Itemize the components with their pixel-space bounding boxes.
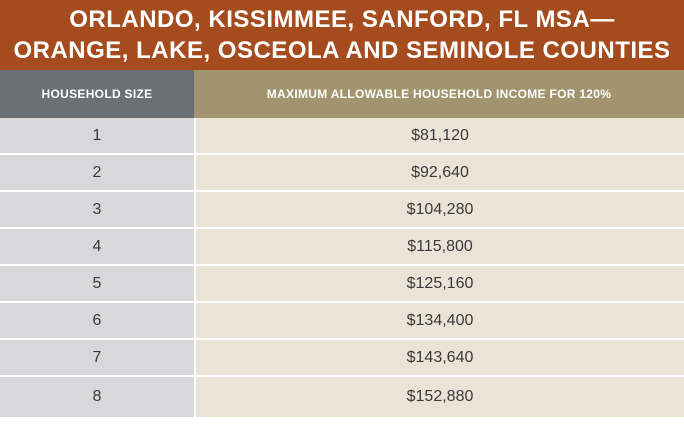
table-row: 7 $143,640: [0, 340, 684, 375]
income-cell: $81,120: [196, 118, 684, 153]
income-cell: $152,880: [196, 377, 684, 417]
income-cell: $115,800: [196, 229, 684, 264]
table-row: 8 $152,880: [0, 377, 684, 417]
title-line-2: ORANGE, LAKE, OSCEOLA AND SEMINOLE COUNT…: [13, 37, 671, 64]
household-size-cell: 1: [0, 118, 194, 153]
table-row: 2 $92,640: [0, 155, 684, 190]
table-row: 1 $81,120: [0, 118, 684, 153]
income-cell: $92,640: [196, 155, 684, 190]
title-line-1: ORLANDO, KISSIMMEE, SANFORD, FL MSA—: [69, 6, 615, 33]
household-size-cell: 3: [0, 192, 194, 227]
income-cell: $104,280: [196, 192, 684, 227]
household-size-cell: 5: [0, 266, 194, 301]
table-row: 4 $115,800: [0, 229, 684, 264]
column-header-household-size: HOUSEHOLD SIZE: [0, 70, 194, 118]
household-size-cell: 7: [0, 340, 194, 375]
income-cell: $143,640: [196, 340, 684, 375]
household-size-cell: 8: [0, 377, 194, 417]
table-row: 5 $125,160: [0, 266, 684, 301]
household-size-cell: 4: [0, 229, 194, 264]
income-cell: $134,400: [196, 303, 684, 338]
table-row: 3 $104,280: [0, 192, 684, 227]
table-row: 6 $134,400: [0, 303, 684, 338]
income-cell: $125,160: [196, 266, 684, 301]
title-banner: ORLANDO, KISSIMMEE, SANFORD, FL MSA— ORA…: [0, 0, 684, 70]
household-size-cell: 2: [0, 155, 194, 190]
household-size-cell: 6: [0, 303, 194, 338]
column-header-max-income: MAXIMUM ALLOWABLE HOUSEHOLD INCOME FOR 1…: [194, 70, 684, 118]
income-table-body: 1 $81,120 2 $92,640 3 $104,280 4 $115,80…: [0, 118, 684, 417]
